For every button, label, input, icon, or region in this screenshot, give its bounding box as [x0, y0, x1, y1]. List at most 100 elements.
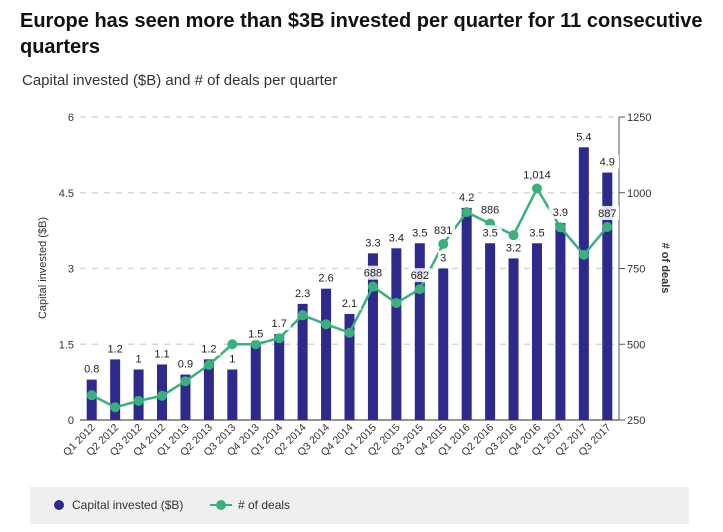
bar-label: 2.6 — [318, 273, 333, 285]
deals-point — [391, 298, 402, 309]
bar-label: 1 — [229, 354, 235, 366]
deals-point — [555, 222, 566, 233]
bar — [555, 223, 566, 420]
bar-label-bg — [79, 361, 104, 376]
bar-label-bg — [290, 285, 315, 300]
bar-label-bg — [244, 326, 268, 341]
y-tick-label: 0 — [68, 415, 74, 427]
bar-label-bg — [437, 250, 449, 265]
y2-tick-label: 500 — [627, 339, 645, 351]
bar-label-bg — [197, 341, 221, 356]
bar-label-bg — [501, 240, 526, 255]
bar-label: 4.2 — [459, 192, 474, 204]
deals-point — [227, 339, 238, 350]
deals-label-bg — [595, 205, 620, 220]
deals-point — [203, 359, 214, 370]
deals-point — [110, 402, 121, 413]
bar-label-bg — [133, 351, 144, 366]
legend-line-label: # of deals — [238, 498, 291, 512]
bar — [321, 288, 332, 420]
y-tick-label: 6 — [68, 112, 74, 124]
y2-tick-label: 1250 — [627, 112, 651, 124]
bar-label-bg — [454, 189, 479, 204]
bar — [203, 359, 214, 420]
deals-label-bg — [361, 265, 385, 280]
deals-point — [274, 333, 285, 344]
bar — [391, 248, 402, 420]
bar-label: 4.9 — [600, 157, 615, 169]
bar-label: 5.4 — [576, 131, 591, 143]
legend-bar-label: Capital invested ($B) — [72, 498, 184, 512]
bar-label: 3.2 — [506, 242, 521, 254]
bar-label: 0.9 — [178, 359, 193, 371]
y2-tick-label: 1000 — [627, 188, 651, 200]
deals-point — [133, 395, 144, 406]
bar-label-bg — [173, 356, 198, 371]
bar-label: 0.8 — [84, 364, 99, 376]
bar — [133, 369, 144, 420]
deals-point — [531, 183, 542, 194]
bar-label: 3.4 — [389, 232, 404, 244]
bar-label-bg — [361, 235, 385, 250]
y-axis-label: Capital invested ($B) — [37, 217, 49, 319]
deals-point — [297, 310, 308, 321]
bar-label-bg — [478, 225, 502, 240]
bar-label: 3.5 — [412, 227, 427, 239]
bar — [485, 243, 496, 420]
legend-item-deals: # of deals — [210, 498, 290, 512]
deals-label-bg — [518, 167, 556, 182]
bar-label: 1.2 — [201, 343, 216, 355]
bar — [461, 207, 472, 420]
bar — [274, 334, 285, 420]
bar — [414, 243, 425, 420]
bar-label: 3.5 — [482, 227, 497, 239]
bar-label: 3.5 — [529, 227, 544, 239]
deals-point — [344, 327, 355, 338]
bar-label: 3 — [440, 253, 446, 265]
deals-point — [602, 221, 613, 232]
deals-label: 831 — [434, 225, 452, 237]
chart: 0 1.5 3 4.5 6 250 500 750 1000 1250 Capital invest… — [37, 112, 671, 459]
bar — [227, 369, 238, 420]
bar-label: 1.7 — [272, 318, 287, 330]
y2-axis-label: # of deals — [659, 243, 671, 294]
deals-point — [578, 249, 589, 260]
deals-label-bg — [408, 268, 432, 283]
deals-label-bg — [478, 202, 502, 217]
deals-point — [86, 390, 97, 401]
bar — [250, 344, 261, 420]
deals-label-bg — [431, 222, 455, 237]
bar — [438, 268, 449, 420]
deals-point — [461, 207, 472, 218]
legend: Capital invested ($B) # of deals — [30, 487, 689, 524]
bar-label: 3.9 — [553, 207, 568, 219]
bar-label-bg — [525, 225, 549, 240]
deals-point — [250, 339, 261, 350]
deals-point — [157, 390, 168, 401]
chart-subtitle: Capital invested ($B) and # of deals per… — [22, 72, 338, 89]
bar — [180, 374, 191, 420]
deals-point — [414, 284, 425, 295]
deals-point — [367, 281, 378, 292]
y-tick-label: 3 — [68, 264, 74, 276]
bar — [110, 359, 121, 420]
bar-label-bg — [408, 225, 432, 240]
deals-label: 886 — [481, 205, 499, 217]
deals-label: 682 — [411, 270, 429, 282]
deals-label: 688 — [364, 268, 382, 280]
bar-label-bg — [384, 230, 409, 245]
bar-label-bg — [572, 129, 596, 144]
bar — [531, 243, 542, 420]
deals-label: 1,014 — [523, 170, 551, 182]
y-tick-label: 4.5 — [59, 188, 74, 200]
bar-label-bg — [227, 351, 238, 366]
bar — [508, 258, 519, 420]
bar-label-bg — [548, 205, 573, 220]
deals-point — [180, 376, 191, 387]
bar-label: 1 — [136, 354, 142, 366]
chart-title: Europe has seen more than $3B invested p… — [20, 10, 703, 58]
deals-point — [321, 319, 332, 330]
bar-label-bg — [337, 295, 362, 310]
bar-label-bg — [150, 346, 174, 361]
bar-label-bg — [314, 270, 338, 285]
